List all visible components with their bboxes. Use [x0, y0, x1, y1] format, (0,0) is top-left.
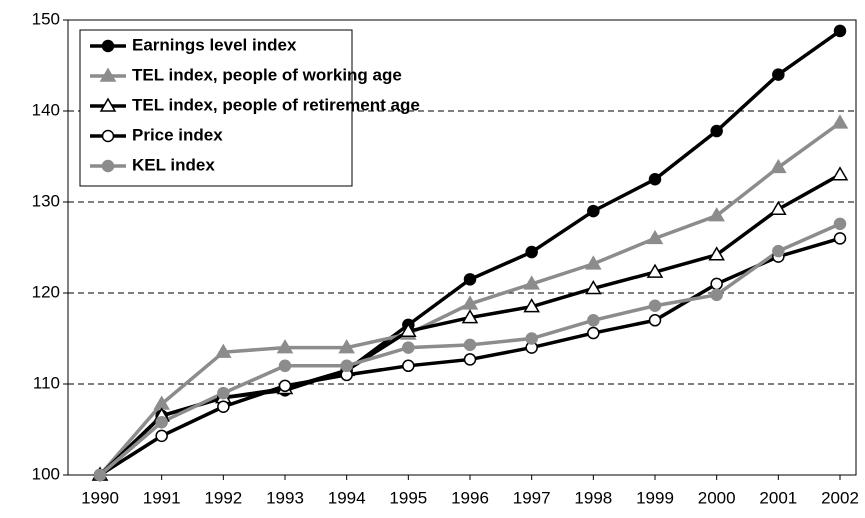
y-tick-label: 120 — [32, 282, 60, 301]
point — [461, 295, 479, 310]
y-tick-label: 140 — [32, 100, 60, 119]
point — [402, 359, 415, 373]
point — [463, 273, 477, 286]
point — [648, 314, 662, 327]
legend-marker — [99, 97, 117, 112]
point — [833, 232, 847, 245]
legend-marker — [101, 39, 115, 53]
point — [155, 415, 168, 429]
point — [770, 158, 787, 174]
x-tick-label: 1997 — [513, 488, 551, 507]
plot-frame — [67, 19, 857, 476]
point — [770, 200, 787, 216]
legend-marker — [101, 159, 115, 173]
y-tick-label: 110 — [33, 373, 60, 392]
point — [648, 299, 662, 312]
legend-label: KEL index — [132, 155, 215, 174]
point — [523, 275, 540, 290]
point — [525, 332, 538, 345]
point — [646, 263, 664, 278]
legend-label: Earnings level index — [132, 35, 297, 54]
point — [276, 339, 294, 354]
legend-marker — [99, 67, 117, 82]
point — [461, 309, 479, 324]
point — [340, 359, 353, 373]
y-tick-label: 100 — [32, 464, 60, 483]
point — [217, 386, 230, 400]
legend-label: Price index — [132, 125, 223, 144]
legend-label: TEL index, people of working age — [132, 65, 402, 84]
x-tick-label: 1998 — [574, 488, 612, 507]
point — [155, 429, 168, 443]
point — [833, 24, 847, 38]
point — [587, 314, 600, 327]
point — [772, 68, 785, 81]
point — [648, 173, 662, 186]
legend: Earnings level index TEL index, people of… — [79, 29, 420, 187]
point — [585, 255, 602, 270]
point — [278, 379, 292, 393]
point — [523, 298, 540, 313]
point — [831, 114, 849, 129]
point — [402, 341, 415, 354]
x-tick-label: 2001 — [759, 488, 797, 507]
point — [646, 229, 664, 245]
point — [587, 326, 600, 340]
x-tick-label: 2002 — [821, 488, 859, 507]
point — [400, 322, 417, 337]
point — [710, 124, 723, 138]
x-tick-label: 1994 — [328, 488, 366, 507]
point — [585, 279, 602, 295]
point — [708, 246, 725, 261]
point — [710, 288, 723, 302]
point — [708, 207, 725, 222]
point — [463, 353, 477, 366]
point — [217, 400, 230, 413]
x-tick-label: 1991 — [143, 488, 181, 507]
point — [587, 204, 600, 218]
point — [93, 468, 107, 482]
x-tick-label: 1995 — [389, 488, 427, 507]
point — [215, 343, 232, 358]
point — [463, 338, 477, 352]
legend-marker — [101, 129, 115, 143]
point — [710, 277, 723, 291]
series-line — [98, 173, 841, 477]
x-tick-label: 1993 — [266, 488, 304, 507]
y-tick-label: 130 — [32, 191, 60, 210]
point — [278, 359, 292, 373]
point — [338, 339, 355, 354]
x-tick-label: 2000 — [698, 488, 736, 507]
point — [831, 166, 849, 181]
y-tick-label: 150 — [32, 9, 60, 28]
point — [525, 245, 538, 259]
x-tick-label: 1990 — [81, 488, 119, 507]
x-tick-label: 1992 — [204, 488, 242, 507]
legend-box — [79, 29, 353, 187]
x-tick-label: 1999 — [636, 488, 674, 507]
legend-label: TEL index, people of retirement age — [132, 95, 420, 114]
x-tick-label: 1996 — [451, 488, 489, 507]
point — [833, 217, 847, 231]
point — [772, 244, 785, 258]
